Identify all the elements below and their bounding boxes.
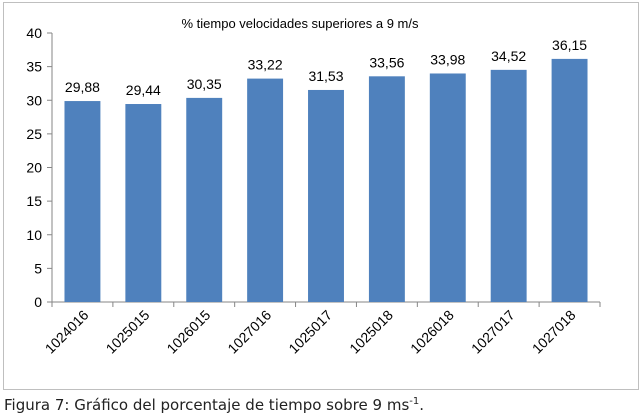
bar [247, 78, 284, 303]
bar-chart: % tiempo velocidades superiores a 9 m/s … [26, 16, 601, 357]
y-tick-label: 30 [26, 92, 42, 108]
y-axis: 0 5 10 15 20 25 30 35 40 [26, 25, 53, 310]
data-label: 33,22 [248, 57, 283, 73]
x-tick-label: 1026018 [407, 307, 457, 357]
bar [490, 69, 527, 302]
x-axis: 1024016 1025015 1026015 1027016 1025017 10250… [42, 301, 601, 357]
bar [429, 73, 466, 302]
bar [551, 58, 588, 302]
x-tick-label: 1025015 [103, 307, 153, 357]
chart-title: % tiempo velocidades superiores a 9 m/s [181, 16, 419, 31]
figure-caption: Figura 7: Gráfico del porcentaje de tiem… [4, 396, 424, 414]
data-label: 29,44 [126, 82, 161, 98]
x-tick-label: 1027018 [529, 307, 579, 357]
y-tick-label: 0 [34, 294, 42, 310]
y-tick-label: 25 [26, 126, 42, 142]
x-tick-label: 1025018 [346, 307, 396, 357]
bar [125, 104, 162, 303]
data-label: 36,15 [552, 37, 587, 53]
caption-label: Figura 7 [4, 396, 65, 414]
x-tick-label: 1027017 [468, 307, 518, 357]
data-label: 29,88 [65, 79, 100, 95]
y-tick-label: 15 [26, 193, 42, 209]
x-tick-label: 1024016 [42, 307, 92, 357]
x-tick-label: 1026015 [163, 307, 213, 357]
data-label: 34,52 [491, 48, 526, 64]
y-tick-label: 20 [26, 160, 42, 176]
y-tick-label: 35 [26, 59, 42, 75]
data-label: 31,53 [308, 68, 343, 84]
bar [308, 89, 344, 302]
y-tick-label: 5 [34, 260, 42, 276]
data-labels: 29,88 29,44 30,35 33,22 31,53 33,56 33,98 34,52… [65, 37, 587, 98]
x-tick-label: 1025017 [285, 307, 335, 357]
bar [64, 101, 101, 302]
caption-superscript: -1 [409, 396, 420, 407]
data-label: 30,35 [187, 76, 222, 92]
caption-end: . [419, 396, 425, 414]
data-label: 33,56 [369, 54, 404, 70]
caption-text: : Gráfico del porcentaje de tiempo sobre… [64, 396, 410, 414]
bar [186, 97, 223, 303]
data-label: 33,98 [430, 51, 465, 67]
y-tick-label: 40 [26, 25, 42, 41]
x-tick-label: 1027016 [224, 307, 274, 357]
y-tick-label: 10 [26, 227, 42, 243]
bars [64, 58, 588, 303]
bar [368, 76, 405, 303]
